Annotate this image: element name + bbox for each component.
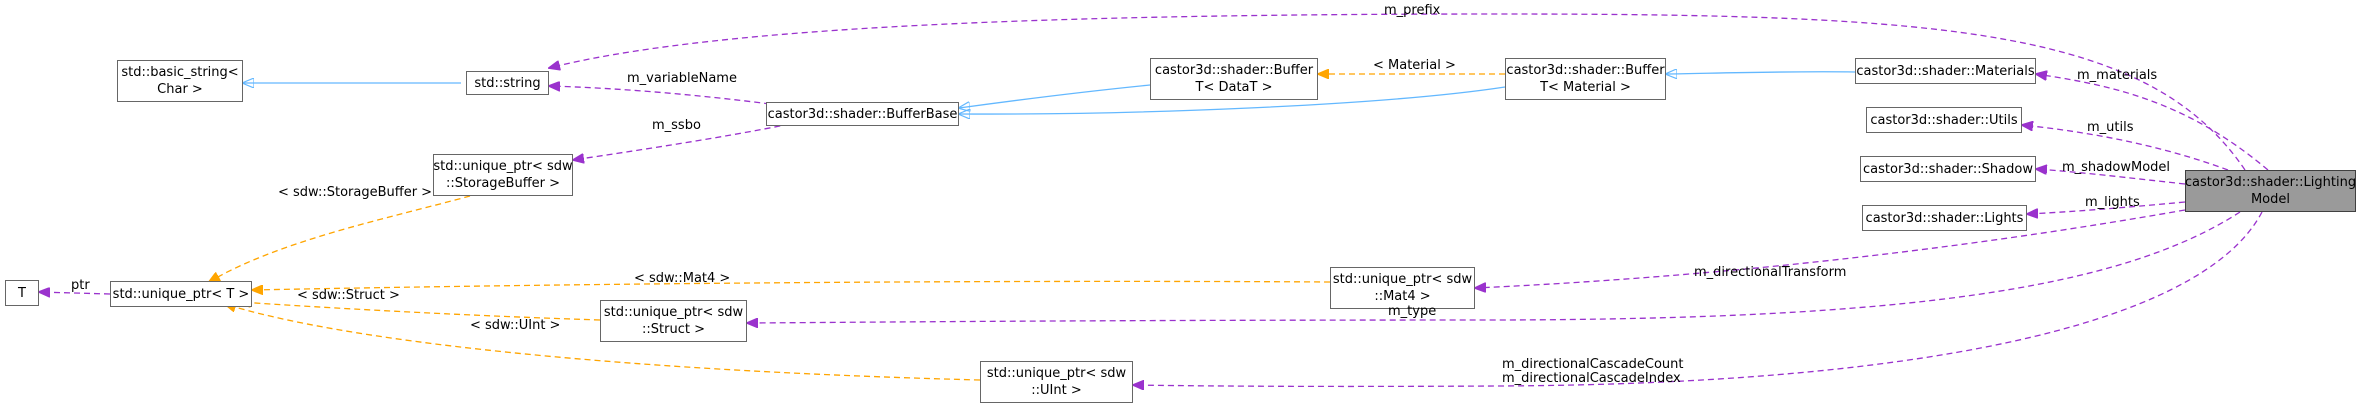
label-ptr: ptr [71, 278, 90, 293]
node-std-string[interactable]: std::string [466, 71, 549, 95]
node-unique-ptr-T-label: std::unique_ptr< T > [112, 286, 250, 302]
node-lights-label: castor3d::shader::Lights [1865, 210, 2024, 226]
node-lighting-model-line-2: Model [2250, 192, 2291, 207]
node-T[interactable]: T [5, 280, 39, 306]
label-mat4-tpl: < sdw::Mat4 > [634, 271, 731, 286]
node-shadow[interactable]: castor3d::shader::Shadow [1860, 156, 2036, 182]
node-utils-label: castor3d::shader::Utils [1870, 112, 2018, 128]
edge-m-variablename [549, 86, 771, 105]
edge-ptr [39, 292, 111, 294]
node-lights[interactable]: castor3d::shader::Lights [1862, 205, 2027, 231]
node-utils[interactable]: castor3d::shader::Utils [1866, 107, 2022, 133]
edge-inherit-materials-buffermaterial [1666, 72, 1856, 74]
node-unique-ptr-struct[interactable]: std::unique_ptr< sdw::Struct > [600, 300, 747, 342]
label-m-directionalcascadecount: m_directionalCascadeCount [1502, 357, 1684, 372]
label-storagebuffer-tpl: < sdw::StorageBuffer > [278, 185, 433, 200]
node-unique-ptr-uint-line-2: ::UInt > [1031, 383, 1082, 398]
label-m-directionalcascadeindex: m_directionalCascadeIndex [1502, 371, 1681, 386]
node-basic-string-line-2: Char > [157, 82, 203, 97]
edge-template-storagebuffer [209, 195, 471, 282]
edge-m-directionalcascade [1133, 211, 2263, 386]
node-unique-ptr-mat4[interactable]: std::unique_ptr< sdw::Mat4 > [1330, 267, 1475, 309]
label-m-lights: m_lights [2085, 195, 2140, 210]
node-unique-ptr-struct-line-1: std::unique_ptr< sdw [603, 305, 744, 320]
label-m-variablename: m_variableName [627, 71, 737, 86]
node-buffer-datat-line-1: castor3d::shader::Buffer [1154, 63, 1314, 78]
edge-inherit-bufferdatat-bufferbase [959, 84, 1151, 108]
edge-m-shadowmodel [2036, 169, 2186, 185]
node-buffer-base-label: castor3d::shader::BufferBase [767, 106, 958, 122]
node-unique-ptr-uint[interactable]: std::unique_ptr< sdw::UInt > [980, 361, 1133, 403]
node-materials[interactable]: castor3d::shader::Materials [1855, 58, 2036, 84]
label-m-materials: m_materials [2077, 68, 2158, 83]
node-buffer-datat-line-2: T< DataT > [1195, 80, 1273, 95]
label-m-prefix: m_prefix [1384, 3, 1441, 18]
node-lighting-model-line-1: castor3d::shader::Lighting [2184, 175, 2357, 190]
node-unique-ptr-storagebuffer-line-1: std::unique_ptr< sdw [433, 159, 573, 174]
node-std-string-label: std::string [474, 75, 541, 91]
label-m-directionaltransform: m_directionalTransform [1694, 265, 1847, 280]
node-basic-string[interactable]: std::basic_string<Char > [117, 60, 243, 102]
node-unique-ptr-mat4-line-2: ::Mat4 > [1374, 289, 1431, 304]
node-unique-ptr-storagebuffer[interactable]: std::unique_ptr< sdw::StorageBuffer > [433, 154, 573, 196]
node-unique-ptr-uint-line-1: std::unique_ptr< sdw [986, 366, 1127, 381]
node-buffer-material-line-2: T< Material > [1540, 80, 1631, 95]
node-unique-ptr-struct-line-2: ::Struct > [642, 322, 705, 337]
label-m-type: m_type [1388, 304, 1437, 319]
edge-m-ssbo [573, 123, 791, 160]
edge-m-prefix [549, 13, 2246, 171]
edge-template-struct [240, 302, 601, 321]
edge-inherit-buffermaterial-bufferbase [959, 86, 1506, 114]
node-shadow-label: castor3d::shader::Shadow [1863, 161, 2033, 177]
node-buffer-material-line-1: castor3d::shader::Buffer [1506, 63, 1665, 78]
edge-m-lights [2027, 201, 2186, 214]
node-unique-ptr-storagebuffer-line-2: ::StorageBuffer > [445, 176, 561, 191]
label-uint-tpl: < sdw::UInt > [470, 318, 561, 333]
label-material-tpl: < Material > [1373, 58, 1456, 73]
label-m-shadowmodel: m_shadowModel [2062, 160, 2171, 175]
node-basic-string-line-1: std::basic_string< [121, 65, 239, 80]
label-m-ssbo: m_ssbo [652, 118, 701, 133]
node-buffer-base[interactable]: castor3d::shader::BufferBase [766, 102, 959, 126]
label-struct-tpl: < sdw::Struct > [297, 288, 400, 303]
edge-m-type [747, 211, 2241, 323]
node-unique-ptr-mat4-line-1: std::unique_ptr< sdw [1332, 272, 1473, 287]
edge-m-materials [2036, 74, 2269, 171]
edge-m-directionaltransform [1475, 209, 2186, 288]
label-m-utils: m_utils [2087, 120, 2134, 135]
node-T-label: T [18, 285, 26, 301]
edge-template-mat4 [252, 280, 1331, 290]
node-unique-ptr-T[interactable]: std::unique_ptr< T > [110, 281, 252, 307]
node-materials-label: castor3d::shader::Materials [1856, 63, 2035, 79]
edge-template-uint [225, 304, 981, 381]
